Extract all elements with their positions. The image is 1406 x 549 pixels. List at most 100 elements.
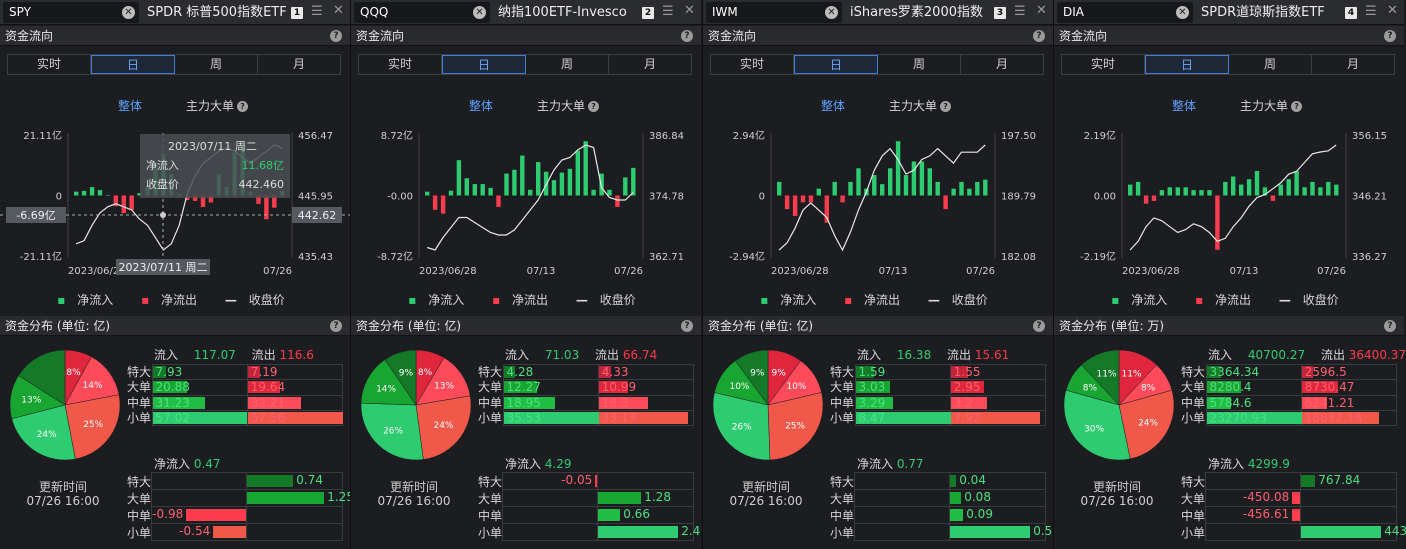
clear-icon[interactable]: ✕ (1176, 6, 1189, 19)
panel-iwm: IWM ✕ iShares罗素2000指数 3 ☰ ✕ 资金流向? 实时日周 月整体… (703, 0, 1060, 549)
clear-icon[interactable]: ✕ (473, 6, 486, 19)
settings-icon[interactable]: ☰ (1365, 4, 1377, 19)
table-row: 中单 3.29 3.2 (830, 394, 1047, 411)
settings-icon[interactable]: ☰ (1014, 4, 1026, 19)
y-right-tick: 456.47 (298, 131, 333, 142)
inflow-value: 3.03 (858, 380, 886, 395)
legend-price: — 收盘价 (575, 293, 636, 307)
flow-bar (1223, 181, 1228, 196)
row-label: 中单 (478, 395, 503, 410)
row-label: 小单 (127, 525, 152, 540)
help-icon[interactable]: ? (940, 101, 952, 112)
tab-overall[interactable]: 整体 (1172, 99, 1197, 113)
flow-bar (824, 195, 829, 223)
tab-overall[interactable]: 整体 (118, 99, 143, 113)
flow-bar (607, 189, 612, 196)
tab-2[interactable]: 周 (175, 55, 258, 74)
pie-label: 14% (83, 381, 103, 391)
flow-title: 资金流向 (708, 29, 757, 43)
tab-overall[interactable]: 整体 (821, 99, 846, 113)
tab-1[interactable]: 日 (442, 55, 526, 74)
close-icon[interactable]: ✕ (1036, 3, 1047, 18)
row-label: 大单 (127, 491, 152, 506)
help-icon[interactable]: ? (330, 30, 342, 42)
help-icon[interactable]: ? (1291, 101, 1303, 112)
tooltip-price-label: 收盘价 (146, 177, 179, 191)
tab-0[interactable]: 实时 (711, 55, 794, 74)
table-row: 大单 12.27 10.99 (478, 379, 695, 396)
flow-bar (425, 191, 430, 196)
pie-label: 14% (376, 385, 396, 395)
clear-icon[interactable]: ✕ (122, 6, 135, 19)
inflow-value: 5784.6 (1209, 395, 1252, 410)
tab-2[interactable]: 周 (1229, 55, 1312, 74)
help-icon[interactable]: ? (330, 320, 342, 332)
tab-0[interactable]: 实时 (8, 55, 91, 74)
flow-totals: 流入 16.38 流出 15.61 (857, 346, 1009, 363)
table-row: 小单 2.4 (478, 523, 700, 541)
clear-icon[interactable]: ✕ (825, 6, 838, 19)
symbol-input[interactable]: DIA ✕ (1057, 2, 1193, 23)
tooltip-in-label: 净流入 (146, 158, 179, 172)
close-icon[interactable]: ✕ (684, 3, 695, 18)
tab-1[interactable]: 日 (1145, 55, 1229, 74)
flow-bar (983, 179, 988, 196)
crosshair-right-label-box (292, 207, 342, 223)
help-icon[interactable]: ? (681, 30, 693, 42)
tab-main-large-orders[interactable]: 主力大单? (537, 97, 600, 114)
y-left-tick: 2.19亿 (1084, 129, 1116, 142)
row-label: 小单 (830, 410, 855, 425)
tab-1[interactable]: 日 (794, 55, 878, 74)
flow-bar (472, 184, 477, 196)
net-value: 767.84 (1318, 473, 1361, 487)
flow-bar (1143, 195, 1149, 204)
tab-main-large-orders[interactable]: 主力大单? (1240, 97, 1303, 114)
tab-2[interactable]: 周 (878, 55, 961, 74)
outflow-value: 2596.5 (1304, 365, 1347, 380)
settings-icon[interactable]: ☰ (311, 4, 323, 19)
help-icon[interactable]: ? (1384, 30, 1396, 42)
tab-2[interactable]: 周 (526, 55, 609, 74)
y-left-tick: 0.00 (1094, 192, 1116, 203)
tooltip-box (140, 134, 290, 198)
tab-0[interactable]: 实时 (359, 55, 442, 74)
close-icon[interactable]: ✕ (1387, 3, 1398, 18)
tab-1[interactable]: 日 (91, 55, 175, 74)
flow-bar (536, 162, 541, 196)
flow-bar (440, 195, 446, 214)
flow-chart: 2.19亿 0.00 -2.19亿 356.15 346.21 336.27 2023/06… (1080, 129, 1387, 277)
row-label: 小单 (830, 525, 855, 540)
help-icon[interactable]: ? (1384, 320, 1396, 332)
panel-number-badge: 3 (994, 7, 1006, 19)
x-tick: 2023/06/2 (68, 266, 119, 277)
tab-0[interactable]: 实时 (1062, 55, 1145, 74)
help-icon[interactable]: ? (681, 320, 693, 332)
tab-3[interactable]: 月 (995, 57, 1008, 71)
symbol-input[interactable]: IWM ✕ (706, 2, 842, 23)
flow-bar (615, 195, 620, 207)
help-icon[interactable]: ? (588, 101, 600, 112)
close-icon[interactable]: ✕ (333, 3, 344, 18)
symbol-input[interactable]: QQQ ✕ (354, 2, 490, 23)
pie-label: 8% (66, 368, 81, 378)
tab-main-large-orders[interactable]: 主力大单? (889, 97, 952, 114)
help-icon[interactable]: ? (1033, 30, 1045, 42)
pie-slice (712, 392, 771, 461)
tab-3[interactable]: 月 (292, 57, 305, 71)
legend-price: — 收盘价 (1278, 293, 1339, 307)
symbol-input[interactable]: SPY ✕ (3, 2, 139, 23)
flow-bar (208, 195, 214, 203)
flow-bar (951, 188, 956, 196)
help-icon[interactable]: ? (1033, 320, 1045, 332)
settings-icon[interactable]: ☰ (662, 4, 674, 19)
tab-main-large-orders[interactable]: 主力大单? (186, 97, 249, 114)
flow-title: 资金流向 (356, 29, 405, 43)
pie-label: 8% (1141, 383, 1156, 393)
flow-bar (1167, 187, 1172, 196)
tab-overall[interactable]: 整体 (469, 99, 494, 113)
flow-bar (567, 168, 573, 196)
tab-3[interactable]: 月 (1346, 57, 1359, 71)
help-icon[interactable]: ? (237, 101, 249, 112)
tab-3[interactable]: 月 (643, 57, 656, 71)
flow-bar (591, 189, 596, 196)
